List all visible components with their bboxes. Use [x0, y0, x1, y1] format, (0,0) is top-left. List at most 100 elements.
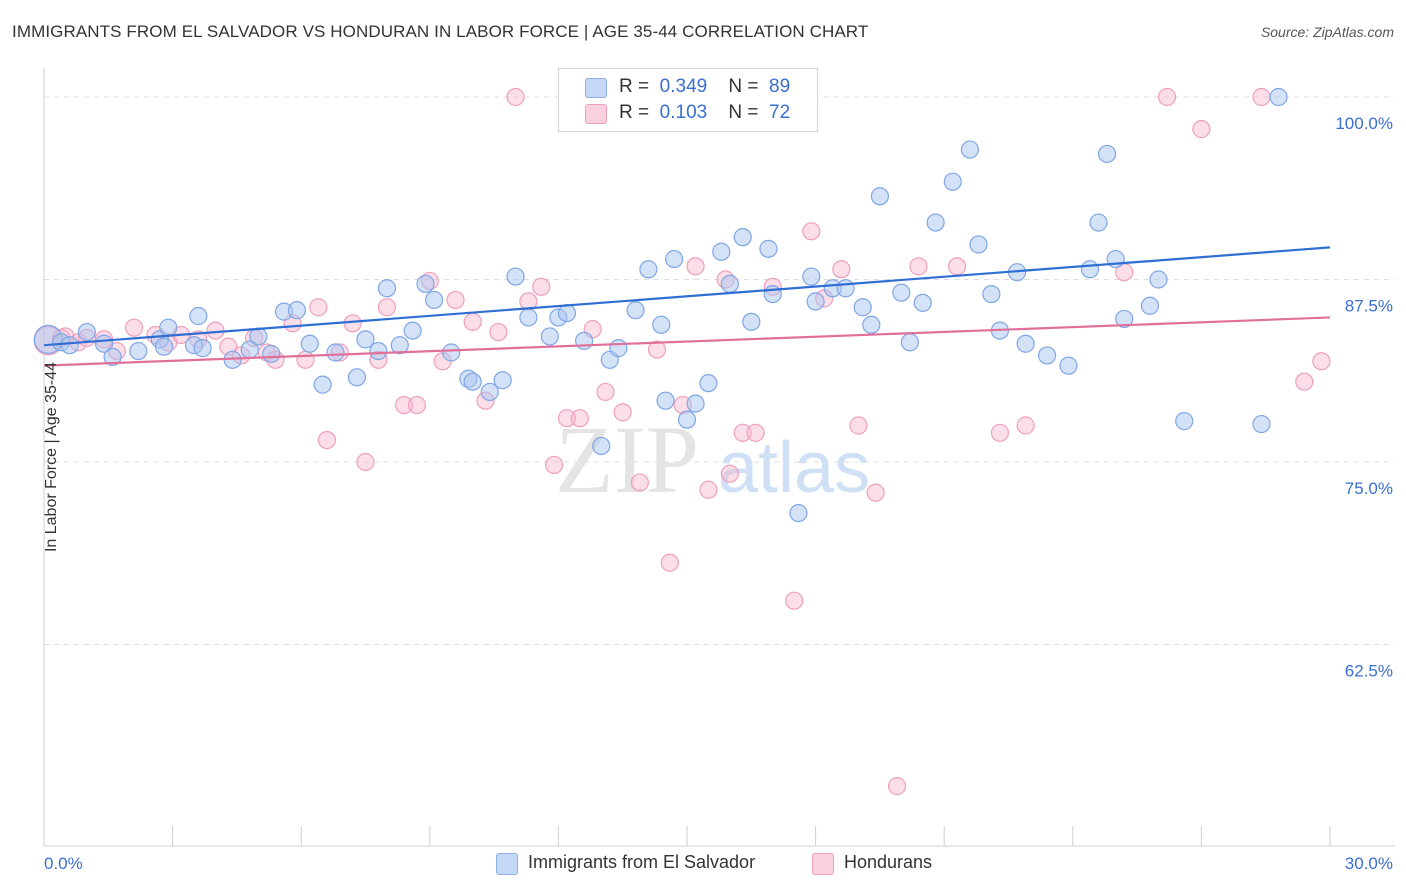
trend-line-hondurans — [43, 316, 1331, 367]
point-hondurans — [596, 382, 615, 402]
legend-swatch-el-salvador — [585, 78, 607, 98]
point-el-salvador — [575, 331, 594, 350]
point-hondurans — [613, 403, 632, 422]
r-value: 0.349 — [659, 76, 708, 97]
point-el-salvador — [806, 292, 825, 311]
point-el-salvador — [1115, 309, 1134, 329]
point-hondurans — [1016, 416, 1035, 435]
point-hondurans — [463, 312, 482, 331]
point-el-salvador — [1140, 296, 1160, 315]
point-el-salvador — [1269, 87, 1288, 107]
point-el-salvador — [982, 285, 1001, 304]
point-hondurans — [630, 473, 649, 492]
point-el-salvador — [677, 410, 697, 429]
point-hondurans — [506, 87, 525, 107]
point-el-salvador — [686, 394, 705, 413]
point-el-salvador — [369, 341, 388, 361]
point-hondurans — [545, 455, 564, 475]
point-el-salvador — [969, 235, 988, 254]
point-el-salvador — [1149, 270, 1168, 289]
point-el-salvador — [129, 341, 148, 361]
point-hondurans — [660, 553, 679, 572]
point-el-salvador — [493, 371, 512, 390]
point-el-salvador — [390, 336, 409, 355]
point-el-salvador — [609, 339, 628, 358]
x-tick-label: 30.0% — [1345, 854, 1393, 873]
point-el-salvador — [733, 228, 752, 247]
point-el-salvador — [262, 344, 281, 364]
point-hondurans — [720, 464, 739, 483]
point-el-salvador — [913, 293, 932, 312]
source-label: Source: ZipAtlas.com — [1260, 24, 1394, 40]
point-hondurans — [1312, 352, 1331, 371]
point-hondurans — [1295, 372, 1314, 391]
point-hondurans — [1158, 87, 1177, 107]
point-hondurans — [356, 452, 375, 472]
point-hondurans — [746, 423, 765, 442]
point-hondurans — [686, 257, 705, 276]
point-hondurans — [699, 480, 718, 499]
point-el-salvador — [424, 290, 444, 310]
point-hondurans — [733, 423, 752, 442]
point-hondurans — [407, 395, 427, 415]
r-label: R = — [619, 102, 650, 123]
point-hondurans — [124, 318, 144, 337]
point-el-salvador — [313, 375, 332, 394]
point-hondurans — [296, 350, 315, 369]
y-axis-label: In Labor Force | Age 35-44 — [43, 361, 60, 553]
r-value: 0.103 — [659, 102, 708, 123]
point-el-salvador — [480, 382, 499, 402]
x-tick-label: 0.0% — [44, 854, 83, 873]
point-el-salvador — [1175, 412, 1194, 431]
point-el-salvador — [1080, 260, 1100, 279]
point-hondurans — [849, 416, 868, 435]
point-hondurans — [990, 423, 1010, 442]
point-el-salvador — [1037, 346, 1057, 365]
point-el-salvador — [356, 330, 375, 349]
point-el-salvador — [926, 213, 945, 232]
point-hondurans — [206, 321, 225, 340]
point-el-salvador — [287, 301, 307, 320]
point-el-salvador — [347, 368, 367, 387]
point-hondurans — [317, 431, 337, 450]
point-el-salvador — [1089, 213, 1108, 232]
point-el-salvador — [900, 333, 920, 352]
y-tick-label: 75.0% — [1345, 479, 1393, 498]
point-el-salvador — [853, 298, 872, 317]
legend-label-el-salvador: Immigrants from El Salvador — [528, 852, 756, 872]
point-el-salvador — [1252, 414, 1271, 434]
point-el-salvador — [592, 436, 611, 456]
y-tick-label: 87.5% — [1345, 297, 1393, 316]
point-hondurans — [377, 298, 397, 317]
point-el-salvador — [626, 301, 645, 320]
point-el-salvador — [862, 315, 881, 334]
point-el-salvador — [720, 274, 739, 293]
point-hondurans — [343, 314, 362, 333]
point-el-salvador — [763, 285, 782, 304]
legend-swatch-el-salvador — [496, 853, 518, 875]
point-hondurans — [887, 777, 907, 796]
point-el-salvador — [193, 339, 212, 358]
chart-title: IMMIGRANTS FROM EL SALVADOR VS HONDURAN … — [12, 22, 869, 41]
point-el-salvador — [416, 274, 435, 293]
point-el-salvador — [665, 249, 684, 269]
point-hondurans — [394, 395, 414, 415]
point-el-salvador — [159, 318, 178, 337]
trend-line-el-salvador — [43, 246, 1331, 347]
n-value: 72 — [769, 102, 791, 123]
point-el-salvador — [639, 260, 658, 279]
axes — [43, 68, 1395, 847]
r-label: R = — [619, 76, 650, 97]
point-el-salvador — [442, 343, 461, 362]
point-hondurans — [1192, 120, 1211, 139]
n-label: N = — [728, 76, 759, 97]
point-el-salvador — [652, 315, 671, 334]
y-tick-label: 100.0% — [1335, 114, 1393, 133]
point-el-salvador — [870, 187, 890, 206]
trend-lines — [43, 246, 1331, 367]
point-el-salvador — [403, 321, 422, 340]
point-el-salvador — [77, 322, 96, 342]
point-el-salvador — [557, 303, 577, 323]
series-el-salvador-points — [33, 87, 1288, 523]
